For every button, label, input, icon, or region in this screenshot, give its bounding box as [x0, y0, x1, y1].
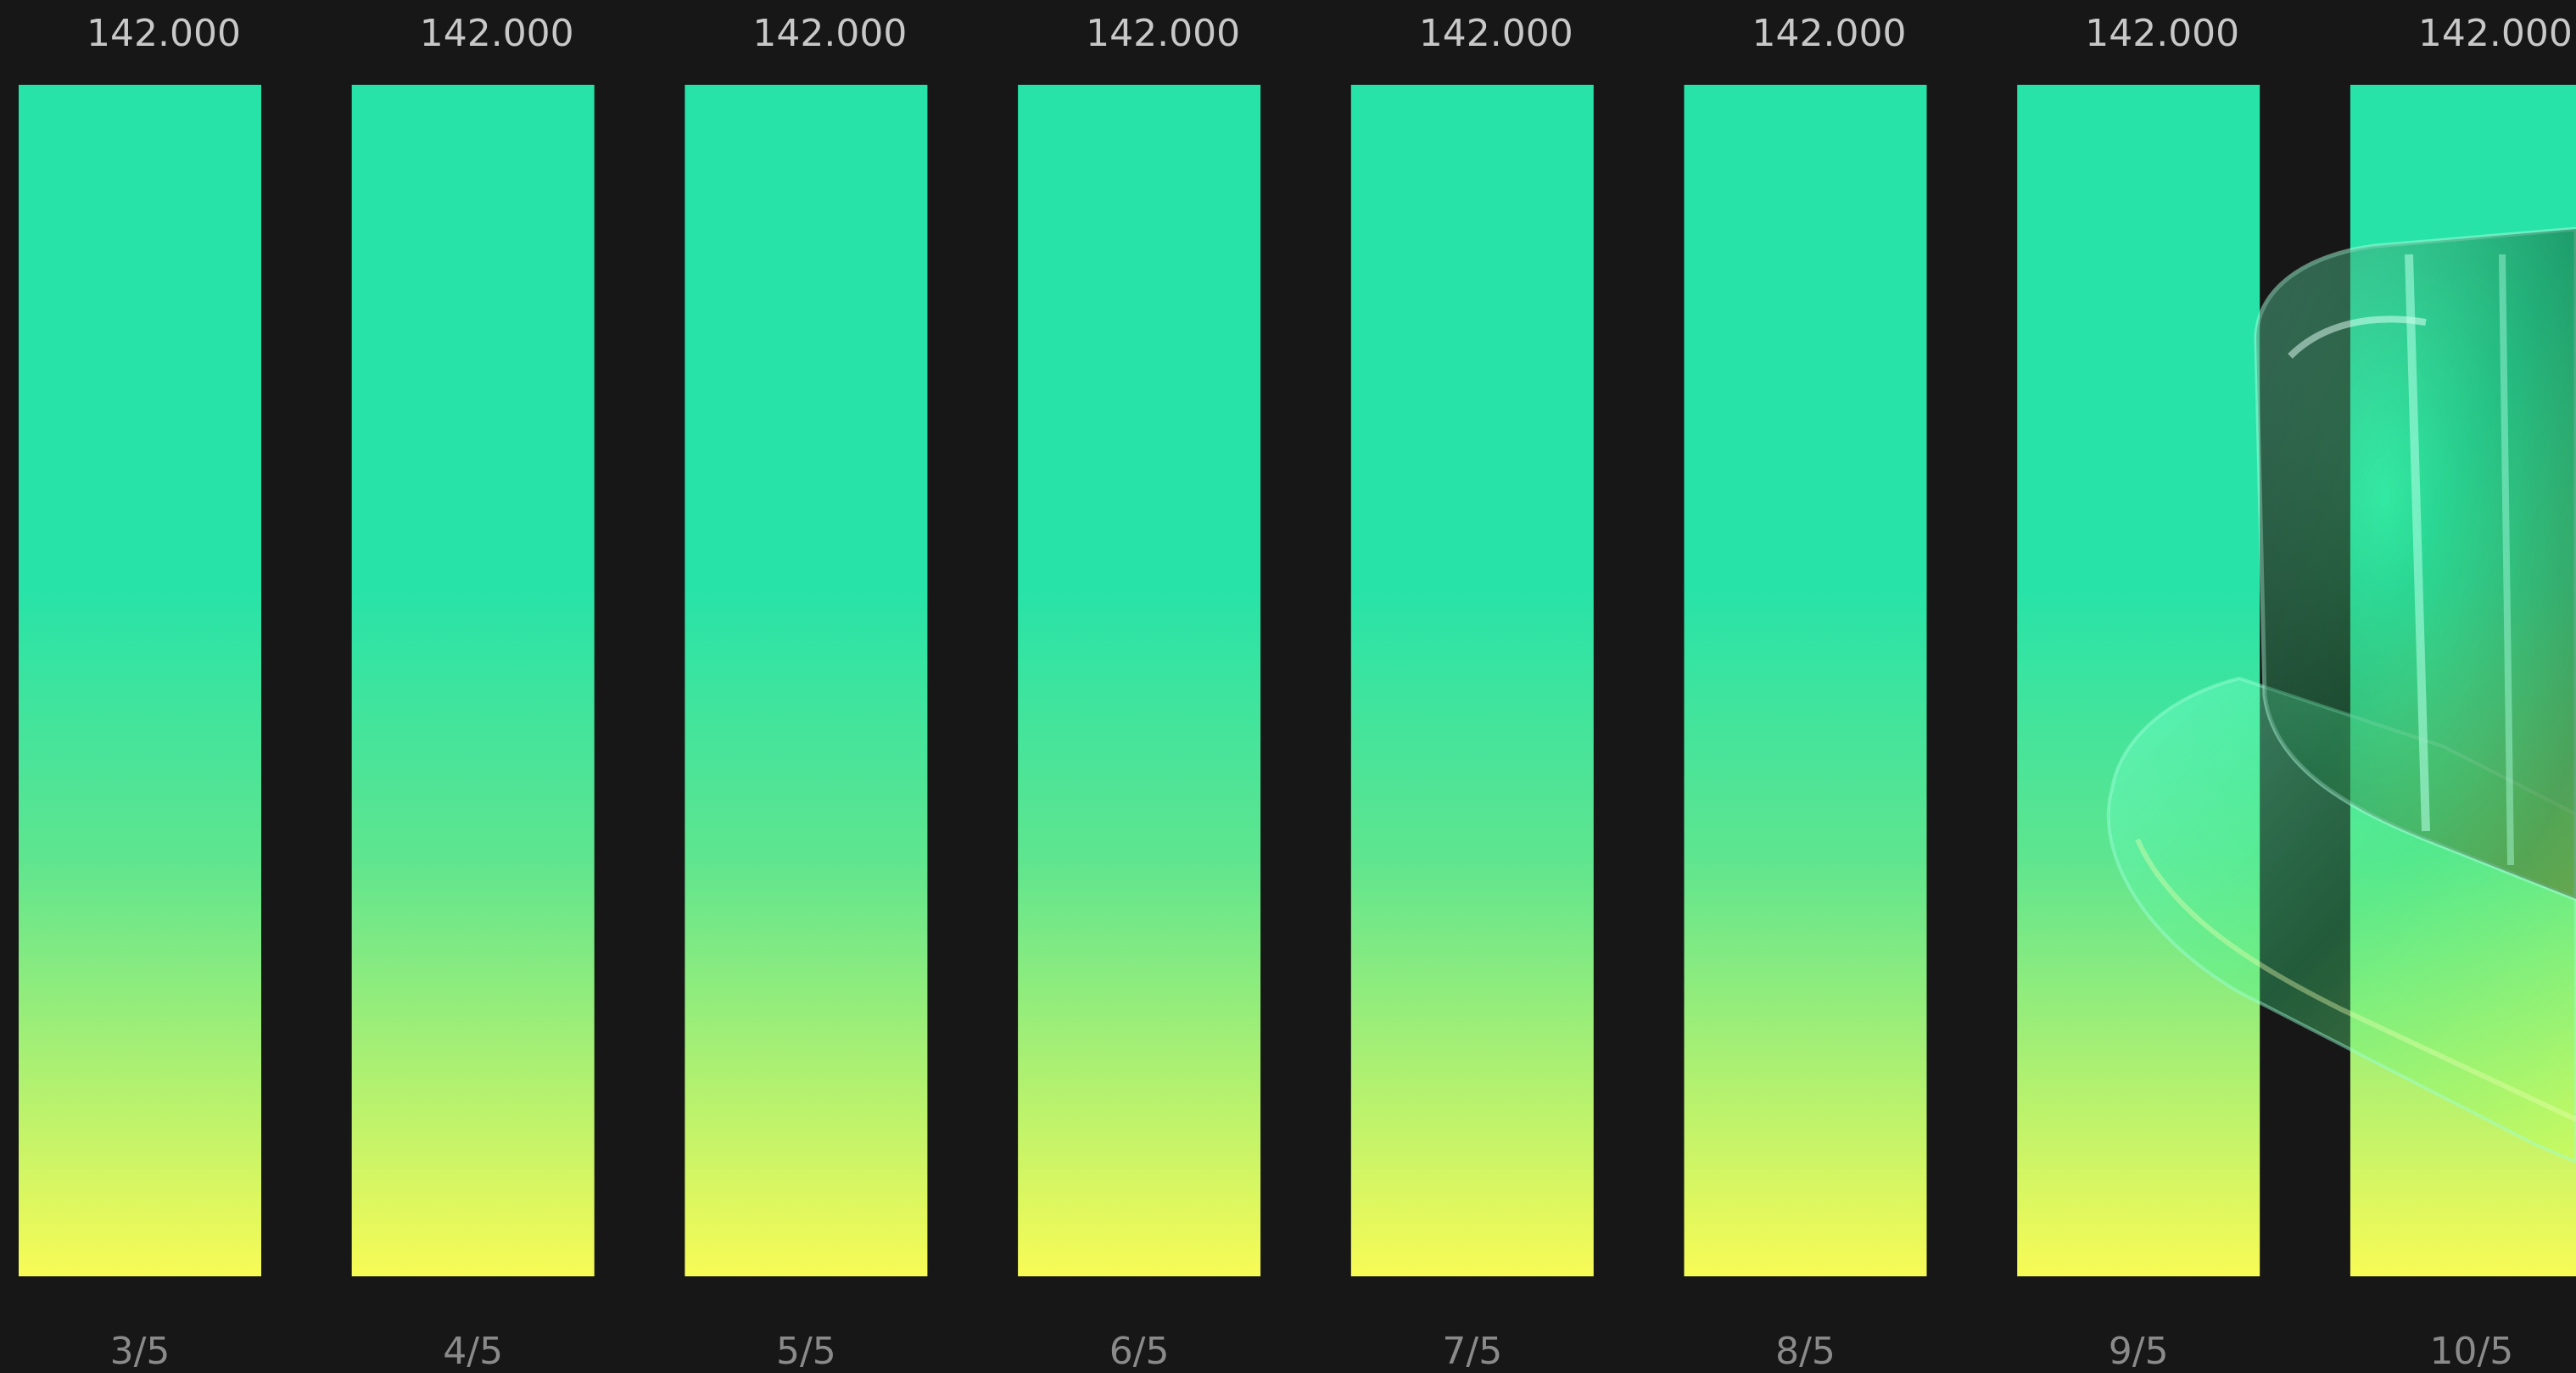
x-tick-label: 8/5 — [1775, 1330, 1836, 1373]
value-label: 142.000 — [2418, 12, 2573, 55]
x-tick-label: 7/5 — [1442, 1330, 1502, 1373]
x-tick-label: 4/5 — [443, 1330, 503, 1373]
bar-3-5 — [19, 85, 261, 1276]
bar-6-5 — [1018, 85, 1261, 1276]
value-label: 142.000 — [1086, 12, 1240, 55]
value-label: 142.000 — [1419, 12, 1573, 55]
bar-9-5 — [2017, 85, 2260, 1276]
bar-4-5 — [351, 85, 595, 1276]
bar-8-5 — [1684, 85, 1927, 1276]
labels-layer: 142.000 3/5 142.000 4/5 142.000 5/5 142.000 6/5… — [87, 12, 2573, 1373]
glass-cube-product-icon — [2106, 226, 2576, 1164]
value-label: 142.000 — [752, 12, 907, 55]
x-tick-label: 5/5 — [776, 1330, 836, 1373]
x-tick-label: 6/5 — [1109, 1330, 1170, 1373]
bar-5-5 — [685, 85, 928, 1276]
value-label: 142.000 — [1752, 12, 1907, 55]
x-tick-label: 3/5 — [110, 1330, 170, 1373]
x-tick-label: 9/5 — [2109, 1330, 2169, 1373]
x-tick-label: 10/5 — [2429, 1330, 2513, 1373]
bar-7-5 — [1350, 85, 1594, 1276]
value-label: 142.000 — [87, 12, 241, 55]
value-label: 142.000 — [2085, 12, 2239, 55]
value-label: 142.000 — [420, 12, 574, 55]
